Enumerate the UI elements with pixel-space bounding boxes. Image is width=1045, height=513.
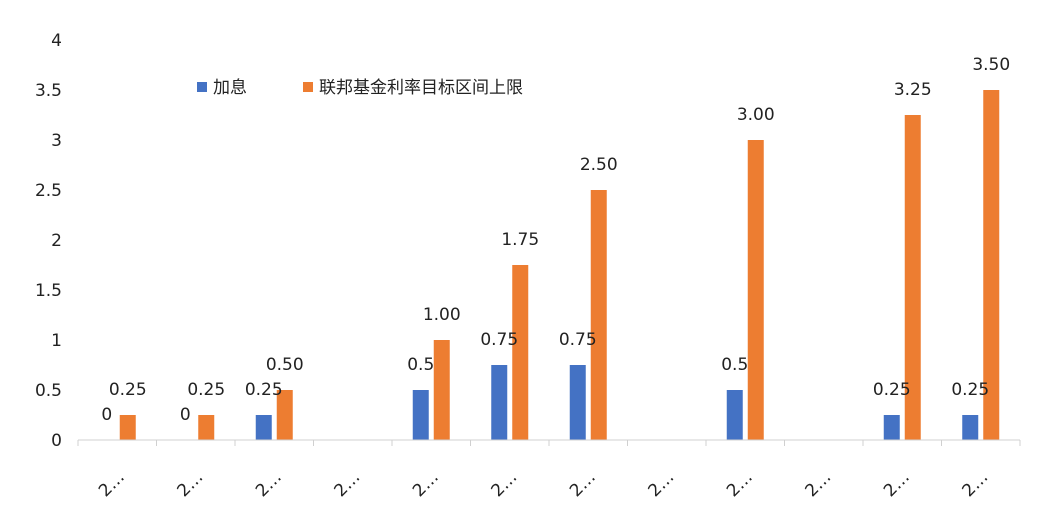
x-tick-label: 2… [801, 467, 835, 501]
x-tick-label: 2… [566, 467, 600, 501]
bar-fed-funds-upper [433, 340, 450, 440]
y-tick-label: 2 [51, 231, 62, 251]
data-label-fed-funds-upper: 3.00 [737, 105, 775, 125]
data-label-rate-hike: 0.5 [721, 355, 748, 375]
data-label-rate-hike: 0 [101, 405, 112, 425]
x-tick-label: 2… [330, 467, 364, 501]
legend: 加息 联邦基金利率目标区间上限 [197, 78, 523, 98]
data-label-rate-hike: 0.5 [407, 355, 434, 375]
y-tick-label: 4 [51, 31, 62, 51]
bars [119, 90, 1000, 440]
bar-fed-funds-upper [198, 415, 215, 440]
data-label-fed-funds-upper: 0.25 [109, 380, 147, 400]
data-label-rate-hike: 0.75 [559, 330, 597, 350]
data-label-fed-funds-upper: 0.50 [266, 355, 304, 375]
bar-fed-funds-upper [512, 265, 529, 440]
data-label-fed-funds-upper: 3.50 [972, 55, 1010, 75]
data-label-rate-hike: 0 [180, 405, 191, 425]
data-label-fed-funds-upper: 1.75 [501, 230, 539, 250]
data-label-fed-funds-upper: 0.25 [187, 380, 225, 400]
y-tick-label: 0 [51, 431, 62, 451]
y-axis-ticks: 0 0.5 1 1.5 2 2.5 3 3.5 4 [35, 31, 62, 451]
y-tick-label: 2.5 [35, 181, 62, 201]
bar-rate-hike [726, 390, 743, 440]
data-labels: 0 0 0.25 0.5 0.75 0.75 0.5 0.25 0.25 0.25 0.25 0.50… [101, 55, 1010, 425]
bar-rate-hike [412, 390, 429, 440]
y-tick-label: 0.5 [35, 381, 62, 401]
y-tick-label: 1.5 [35, 281, 62, 301]
data-label-rate-hike: 0.75 [480, 330, 518, 350]
data-label-fed-funds-upper: 3.25 [894, 80, 932, 100]
bar-fed-funds-upper [276, 390, 293, 440]
bar-fed-funds-upper [747, 140, 764, 440]
x-tick-label: 2… [173, 467, 207, 501]
x-tick-label: 2… [723, 467, 757, 501]
bar-rate-hike [491, 365, 508, 440]
bar-rate-hike [569, 365, 586, 440]
x-tick-label: 2… [487, 467, 521, 501]
legend-label-fed-funds-upper: 联邦基金利率目标区间上限 [319, 78, 523, 98]
legend-label-rate-hike: 加息 [213, 78, 247, 98]
bar-fed-funds-upper [904, 115, 921, 440]
x-tick-label: 2… [958, 467, 992, 501]
y-tick-label: 3.5 [35, 81, 62, 101]
x-tick-label: 2… [95, 467, 129, 501]
data-label-rate-hike: 0.25 [873, 380, 911, 400]
data-label-rate-hike: 0.25 [245, 380, 283, 400]
data-label-fed-funds-upper: 2.50 [580, 155, 618, 175]
y-tick-label: 3 [51, 131, 62, 151]
x-tick-label: 2… [880, 467, 914, 501]
x-axis-ticks: 2… 2… 2… 2… 2… 2… 2… 2… 2… 2… 2… 2… [77, 440, 1021, 501]
x-tick-label: 2… [409, 467, 443, 501]
data-label-rate-hike: 0.25 [951, 380, 989, 400]
x-tick-label: 2… [252, 467, 286, 501]
legend-swatch-fed-funds-upper [303, 82, 313, 92]
bar-rate-hike [255, 415, 272, 440]
bar-fed-funds-upper [983, 90, 1000, 440]
bar-rate-hike [883, 415, 900, 440]
bar-rate-hike [962, 415, 979, 440]
bar-fed-funds-upper [119, 415, 136, 440]
y-tick-label: 1 [51, 331, 62, 351]
legend-swatch-rate-hike [197, 82, 207, 92]
bar-fed-funds-upper [590, 190, 607, 440]
data-label-fed-funds-upper: 1.00 [423, 305, 461, 325]
x-tick-label: 2… [644, 467, 678, 501]
